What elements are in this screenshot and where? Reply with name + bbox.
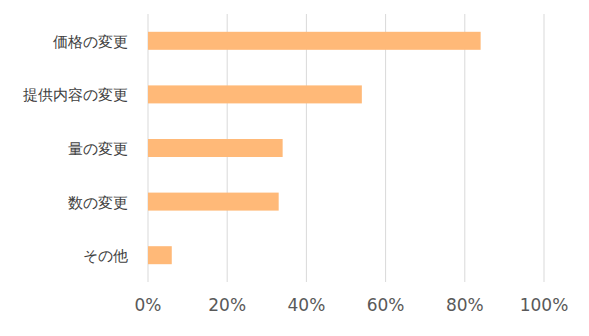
category-label: その他 — [83, 247, 128, 265]
tick-label: 60% — [367, 295, 405, 315]
grid-line — [464, 14, 465, 282]
category-label: 提供内容の変更 — [23, 86, 128, 104]
category-label: 量の変更 — [68, 140, 128, 158]
grid — [148, 14, 544, 282]
bar — [148, 139, 283, 157]
chart: 0% 20% 40% 60% 80% 100% 価格の変更提供内容の変更量の変更数の変更その… — [0, 0, 589, 336]
grid-line — [385, 14, 386, 282]
tick-label: 40% — [288, 295, 326, 315]
bars — [148, 32, 481, 264]
tick-label: 100% — [520, 295, 569, 315]
tick-label: 0% — [135, 295, 162, 315]
bar — [148, 85, 362, 103]
grid-line — [544, 14, 545, 282]
category-label: 価格の変更 — [53, 33, 128, 51]
bar — [148, 246, 172, 264]
category-label: 数の変更 — [68, 194, 128, 212]
grid-line — [306, 14, 307, 282]
tick-label: 20% — [208, 295, 246, 315]
tick-label: 80% — [446, 295, 484, 315]
bar — [148, 193, 279, 211]
bar — [148, 32, 481, 50]
